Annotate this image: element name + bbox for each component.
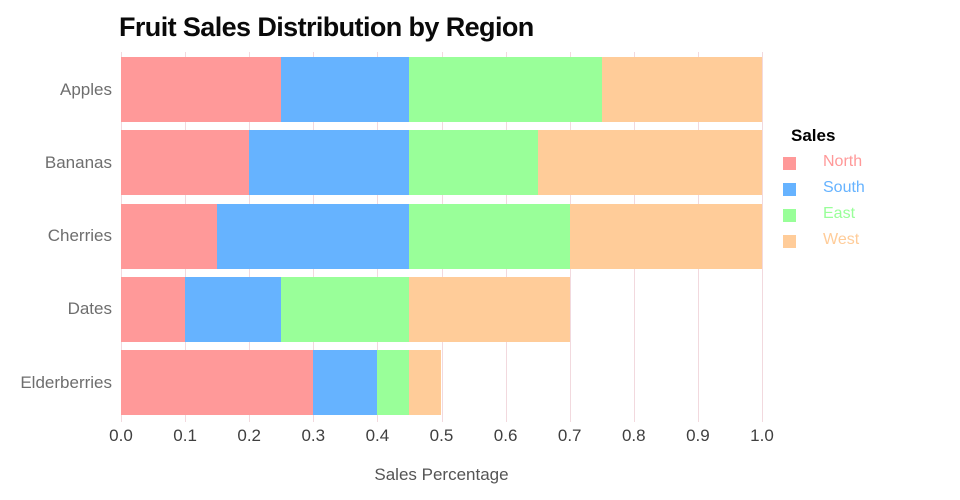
gridline-x-1.0 <box>762 52 763 422</box>
bar-segment-north-elderberries <box>121 350 314 416</box>
legend: Sales North South East West <box>783 126 923 257</box>
bar-segment-west-cherries <box>569 203 762 269</box>
legend-item-west: West <box>783 231 923 257</box>
bar-segment-west-bananas <box>537 130 762 196</box>
bar-segment-west-elderberries <box>409 350 442 416</box>
bar-segment-east-elderberries <box>377 350 410 416</box>
bar-row-cherries <box>121 203 762 269</box>
y-axis-label-dates: Dates <box>67 299 112 319</box>
bar-segment-south-apples <box>281 57 410 122</box>
x-tick-label-0.3: 0.3 <box>301 426 326 445</box>
legend-item-south: South <box>783 179 923 205</box>
legend-label-north: North <box>823 153 863 170</box>
x-tick-label-0.0: 0.0 <box>109 426 133 445</box>
bar-segment-west-dates <box>409 276 570 342</box>
bar-segment-north-cherries <box>121 203 218 269</box>
x-tick-label-0.1: 0.1 <box>173 426 197 445</box>
bar-segment-east-bananas <box>409 130 538 196</box>
legend-label-east: East <box>823 205 856 222</box>
bar-segment-east-dates <box>281 276 410 342</box>
x-tick-label-1.0: 1.0 <box>750 426 774 445</box>
y-axis-label-bananas: Bananas <box>44 152 112 172</box>
x-axis-title: Sales Percentage <box>374 465 509 484</box>
x-tick-label-0.6: 0.6 <box>493 426 518 445</box>
bar-row-apples <box>121 57 762 122</box>
bar-segment-north-apples <box>121 57 282 122</box>
bar-segment-west-apples <box>601 57 762 122</box>
bar-segment-south-bananas <box>249 130 410 196</box>
legend-swatch-east <box>783 209 796 222</box>
y-axis-label-cherries: Cherries <box>47 226 112 246</box>
legend-label-south: South <box>823 179 865 196</box>
bar-segment-south-dates <box>185 276 282 342</box>
legend-item-north: North <box>783 153 923 179</box>
bar-row-elderberries <box>121 350 762 416</box>
x-tick-label-0.2: 0.2 <box>237 426 261 445</box>
legend-item-east: East <box>783 205 923 231</box>
y-axis-label-apples: Apples <box>60 79 112 99</box>
legend-items: North South East West <box>783 153 923 257</box>
x-tick-label-0.8: 0.8 <box>621 426 646 445</box>
bar-row-bananas <box>121 130 762 196</box>
bar-segment-north-dates <box>121 276 186 342</box>
x-tick-label-0.9: 0.9 <box>686 426 710 445</box>
bar-segment-south-cherries <box>217 203 410 269</box>
x-tick-label-0.7: 0.7 <box>557 426 582 445</box>
legend-label-west: West <box>823 231 860 248</box>
legend-title: Sales <box>791 126 836 145</box>
bar-segment-east-apples <box>409 57 602 122</box>
y-axis-label-elderberries: Elderberries <box>20 372 112 392</box>
legend-swatch-south <box>783 183 796 196</box>
chart-title: Fruit Sales Distribution by Region <box>119 12 534 42</box>
legend-swatch-north <box>783 157 796 170</box>
x-tick-label-0.4: 0.4 <box>365 426 390 445</box>
legend-swatch-west <box>783 235 796 248</box>
bar-row-dates <box>121 276 762 342</box>
bar-segment-north-bananas <box>121 130 250 196</box>
bar-segment-east-cherries <box>409 203 570 269</box>
bar-segment-south-elderberries <box>313 350 378 416</box>
x-tick-label-0.5: 0.5 <box>429 426 454 445</box>
